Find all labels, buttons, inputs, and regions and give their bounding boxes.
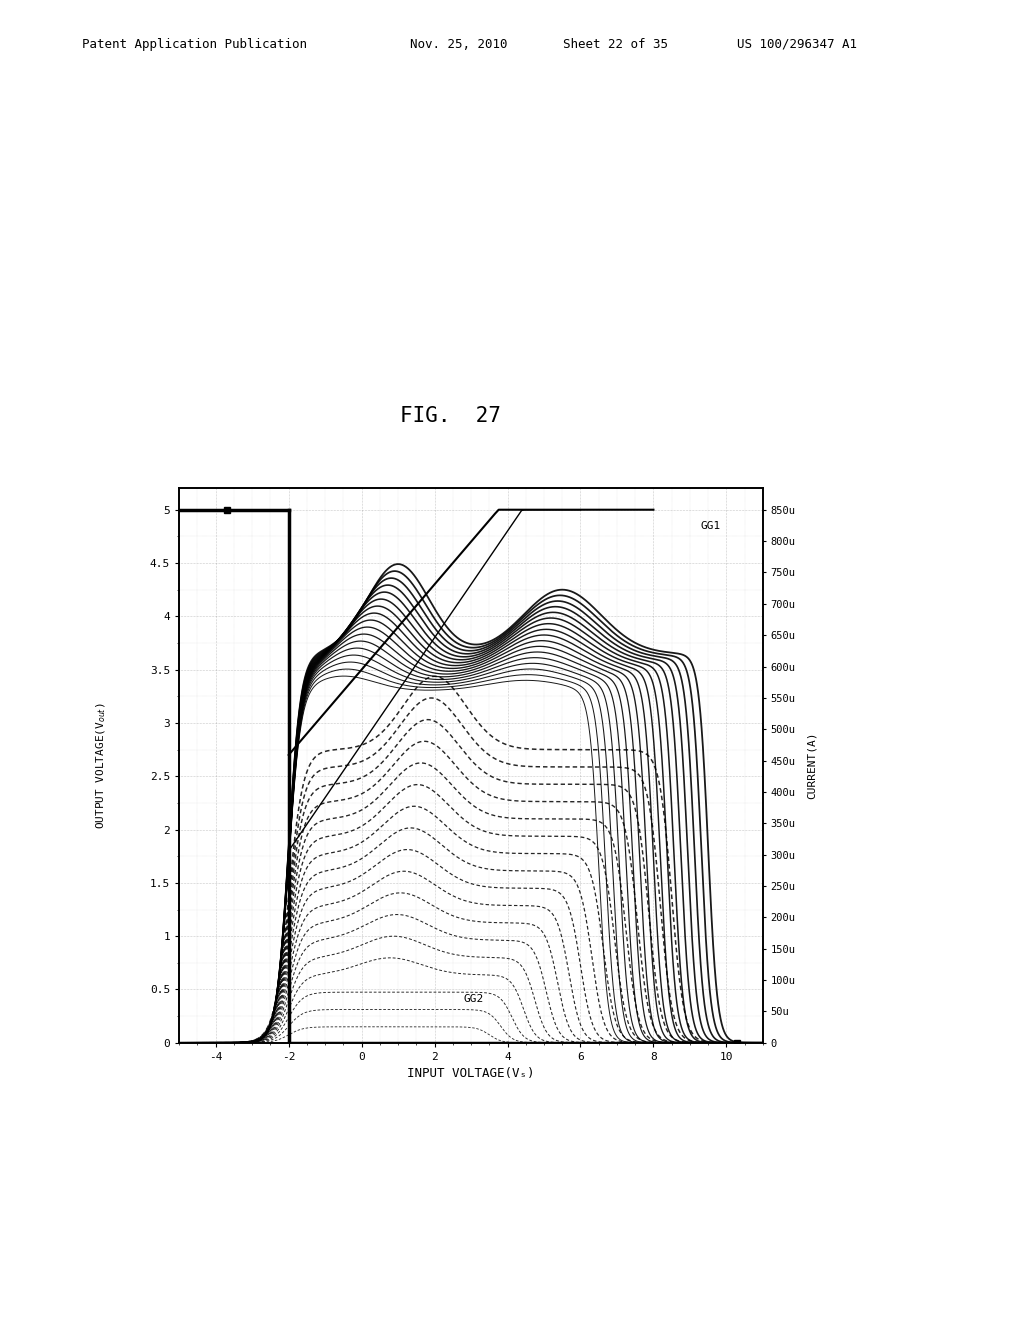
Text: GG1: GG1 [700, 521, 721, 531]
Text: GG2: GG2 [464, 994, 484, 1005]
Y-axis label: OUTPUT VOLTAGE(V$_{out}$): OUTPUT VOLTAGE(V$_{out}$) [94, 702, 109, 829]
Text: Sheet 22 of 35: Sheet 22 of 35 [563, 37, 669, 50]
Text: US 100/296347 A1: US 100/296347 A1 [737, 37, 857, 50]
Text: FIG.  27: FIG. 27 [400, 407, 501, 426]
Text: Nov. 25, 2010: Nov. 25, 2010 [410, 37, 507, 50]
Y-axis label: CURRENT(A): CURRENT(A) [807, 731, 816, 800]
Text: Patent Application Publication: Patent Application Publication [82, 37, 307, 50]
X-axis label: INPUT VOLTAGE(Vₛ): INPUT VOLTAGE(Vₛ) [408, 1068, 535, 1080]
